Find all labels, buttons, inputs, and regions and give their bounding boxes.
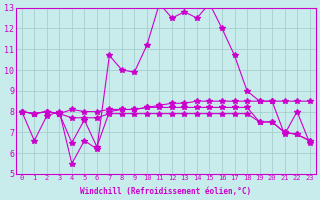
X-axis label: Windchill (Refroidissement éolien,°C): Windchill (Refroidissement éolien,°C) <box>80 187 251 196</box>
